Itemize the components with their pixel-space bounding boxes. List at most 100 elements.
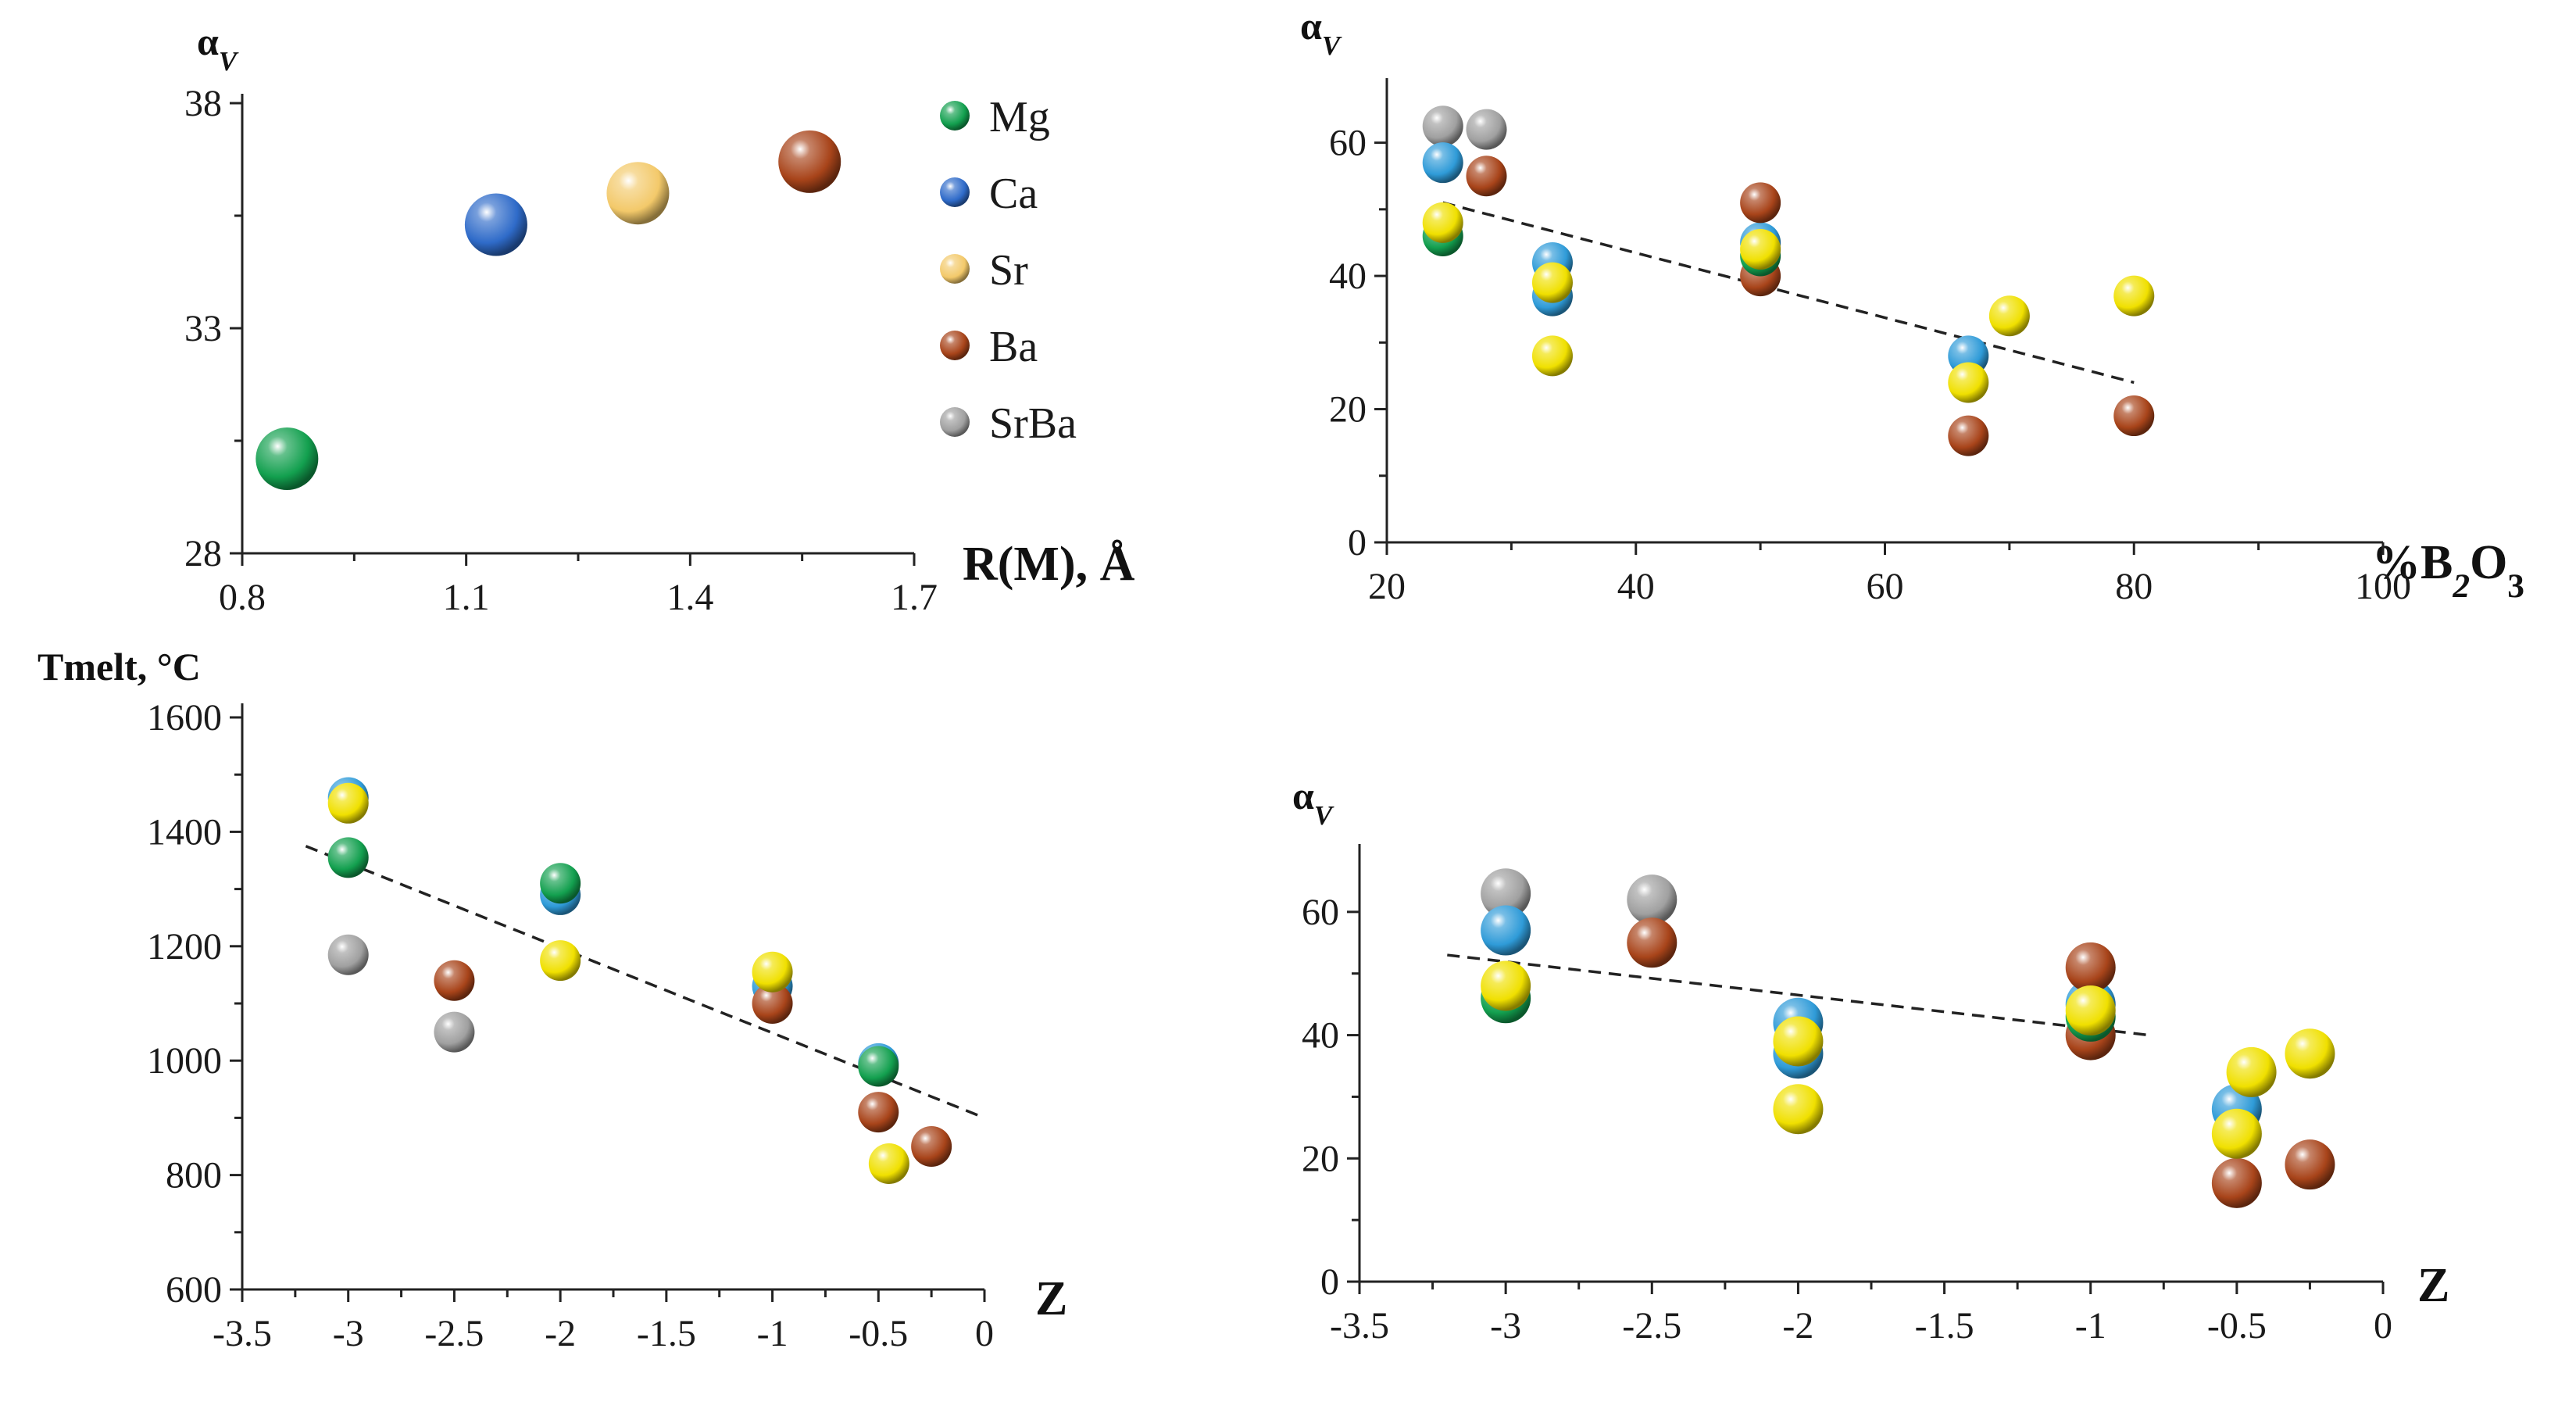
point-sr xyxy=(1988,295,2030,337)
point-srba xyxy=(1627,874,1677,925)
x-tick-label: 80 xyxy=(2115,566,2153,607)
point-ba xyxy=(752,983,793,1024)
point-sr xyxy=(1531,262,1573,303)
point-mg xyxy=(327,837,369,878)
x-axis-title: %B2O3 xyxy=(2372,536,2524,605)
x-tick-label: -1 xyxy=(2075,1305,2106,1347)
point-sr xyxy=(606,162,670,225)
x-tick-label: 60 xyxy=(1867,566,1904,607)
x-axis-title: R(M), Å xyxy=(963,538,1135,591)
y-tick-label: 38 xyxy=(184,83,222,124)
legend-label-ca: Ca xyxy=(989,170,1038,218)
legend-label-ba: Ba xyxy=(989,323,1038,371)
x-axis-title: Z xyxy=(2417,1259,2449,1312)
x-tick-label: 0 xyxy=(2374,1305,2392,1347)
y-tick-label: 20 xyxy=(1302,1138,1339,1179)
x-axis-title: Z xyxy=(1035,1272,1067,1325)
point-ba xyxy=(2113,395,2155,437)
point-ca xyxy=(1422,142,1463,184)
point-sr xyxy=(1422,202,1463,243)
trendline xyxy=(1442,201,2135,384)
x-tick-label: -3.5 xyxy=(213,1313,272,1354)
point-sr xyxy=(752,951,793,992)
chart-z-vs-alpha: αV Z -3.5 -3 -2.5 -2 -1.5 -1 -0.5 0 0 20 40 60 xyxy=(1292,774,2449,1347)
y-axis-title: αV xyxy=(1300,4,1342,61)
x-tick-label: 1.1 xyxy=(443,577,490,618)
y-tick-label: 1000 xyxy=(147,1040,222,1082)
x-tick-label: -2.5 xyxy=(1622,1305,1681,1347)
x-tick-label: 0.8 xyxy=(219,577,266,618)
point-sr xyxy=(1740,228,1781,270)
legend-marker-srba xyxy=(940,407,970,437)
point-ba xyxy=(2285,1139,2335,1190)
point-sr xyxy=(2065,985,2116,1036)
y-tick-label: 28 xyxy=(184,533,222,574)
legend-label-sr: Sr xyxy=(989,246,1028,295)
point-ba xyxy=(1948,415,1989,456)
x-tick-label: -3.5 xyxy=(1330,1305,1389,1347)
point-ba xyxy=(911,1126,952,1167)
x-tick-label: -3 xyxy=(1490,1305,1521,1347)
point-sr xyxy=(1481,960,1531,1011)
point-srba xyxy=(1481,868,1531,919)
x-tick-label: 100 xyxy=(2355,566,2411,607)
point-ba xyxy=(858,1092,899,1133)
point-sr xyxy=(2113,275,2155,317)
point-sr xyxy=(327,782,369,824)
point-sr xyxy=(1773,1016,1824,1067)
x-tick-label: -2 xyxy=(1782,1305,1813,1347)
point-sr xyxy=(2211,1108,2262,1159)
y-tick-label: 1200 xyxy=(147,926,222,967)
x-tick-label: 40 xyxy=(1617,566,1655,607)
legend-marker-ca xyxy=(940,177,970,207)
point-sr xyxy=(2285,1028,2335,1079)
y-tick-label: 1600 xyxy=(147,697,222,739)
point-ba xyxy=(1627,917,1677,968)
legend-label-srba: SrBa xyxy=(989,399,1077,448)
x-tick-label: -1 xyxy=(757,1313,788,1354)
point-srba xyxy=(327,934,369,975)
point-sr xyxy=(540,940,581,982)
x-tick-label: -2.5 xyxy=(424,1313,484,1354)
point-sr xyxy=(868,1143,909,1184)
legend-marker-mg xyxy=(940,101,970,131)
point-srba xyxy=(434,1011,475,1053)
y-axis-title: αV xyxy=(197,20,239,77)
point-ca xyxy=(464,193,527,256)
x-tick-label: -2 xyxy=(545,1313,576,1354)
y-tick-label: 1400 xyxy=(147,811,222,853)
point-srba xyxy=(1466,109,1507,150)
point-mg xyxy=(540,863,581,904)
point-mg xyxy=(255,427,319,491)
legend-label-mg: Mg xyxy=(989,93,1050,141)
point-ba xyxy=(2065,942,2116,992)
y-axis-title: αV xyxy=(1292,774,1334,831)
y-tick-label: 0 xyxy=(1320,1261,1339,1303)
x-tick-label: -0.5 xyxy=(849,1313,908,1354)
y-tick-label: 60 xyxy=(1329,123,1367,164)
point-ca xyxy=(1481,905,1531,956)
y-tick-label: 0 xyxy=(1348,522,1367,563)
y-tick-label: 60 xyxy=(1302,892,1339,933)
point-ba xyxy=(778,130,841,193)
x-tick-label: 20 xyxy=(1368,566,1406,607)
point-sr xyxy=(2226,1046,2277,1097)
point-ba xyxy=(1466,156,1507,197)
x-tick-label: -0.5 xyxy=(2207,1305,2267,1347)
trendline xyxy=(1447,953,2149,1037)
x-tick-label: 1.7 xyxy=(891,577,938,618)
x-tick-label: 1.4 xyxy=(666,577,713,618)
y-axis-title: Tmelt, °C xyxy=(38,645,201,688)
point-sr xyxy=(1773,1084,1824,1135)
legend-marker-ba xyxy=(940,331,970,360)
point-srba xyxy=(1422,106,1463,147)
y-tick-label: 40 xyxy=(1302,1015,1339,1057)
chart-z-vs-tmelt: Tmelt, °C Z -3.5 -3 -2.5 -2 -1.5 -1 -0.5 0 600 80… xyxy=(38,645,1067,1354)
x-tick-label: -1.5 xyxy=(637,1313,696,1354)
point-sr xyxy=(1948,362,1989,403)
y-tick-label: 600 xyxy=(166,1269,222,1311)
y-tick-label: 800 xyxy=(166,1155,222,1196)
